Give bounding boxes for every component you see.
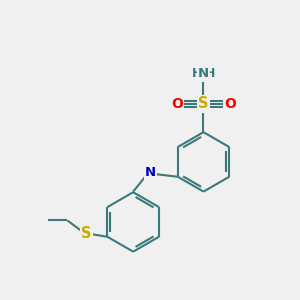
Text: N: N [145,166,156,179]
Text: H: H [192,67,202,80]
Text: N: N [198,68,209,80]
Text: H: H [144,165,154,178]
Text: S: S [198,96,209,111]
Text: O: O [171,97,183,111]
Text: S: S [81,226,92,241]
Text: H: H [205,67,215,80]
Text: O: O [224,97,236,111]
